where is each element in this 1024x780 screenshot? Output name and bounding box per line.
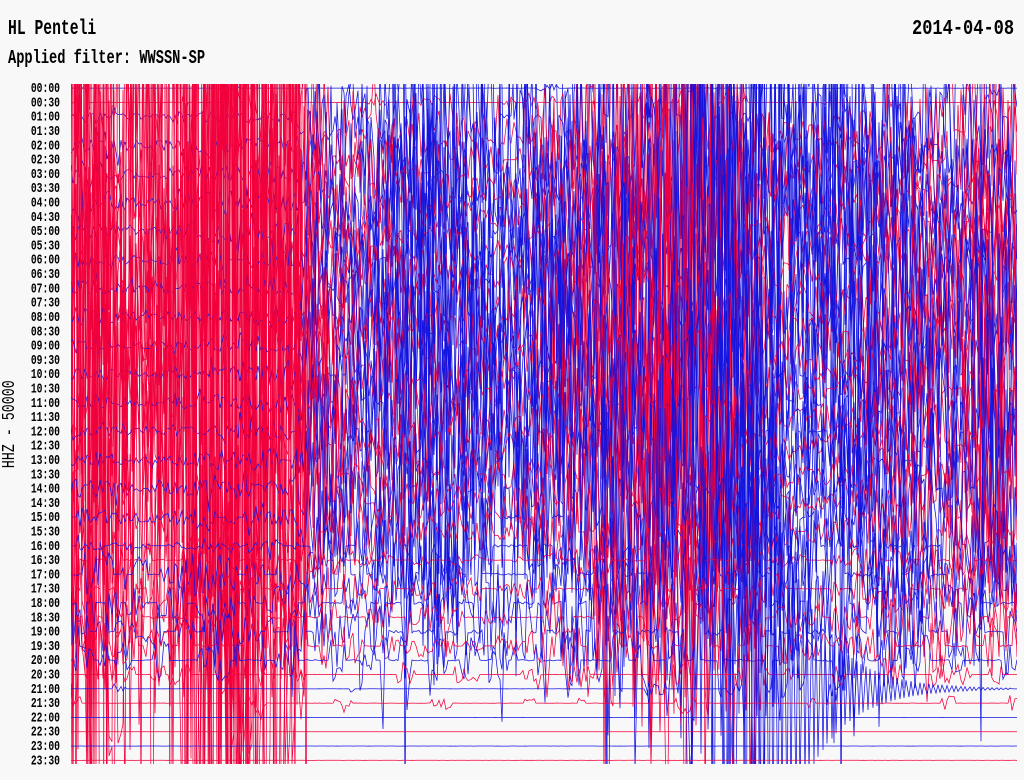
svg-text:23:30: 23:30 — [31, 753, 60, 769]
svg-text:HHZ - 50000: HHZ - 50000 — [0, 380, 20, 468]
